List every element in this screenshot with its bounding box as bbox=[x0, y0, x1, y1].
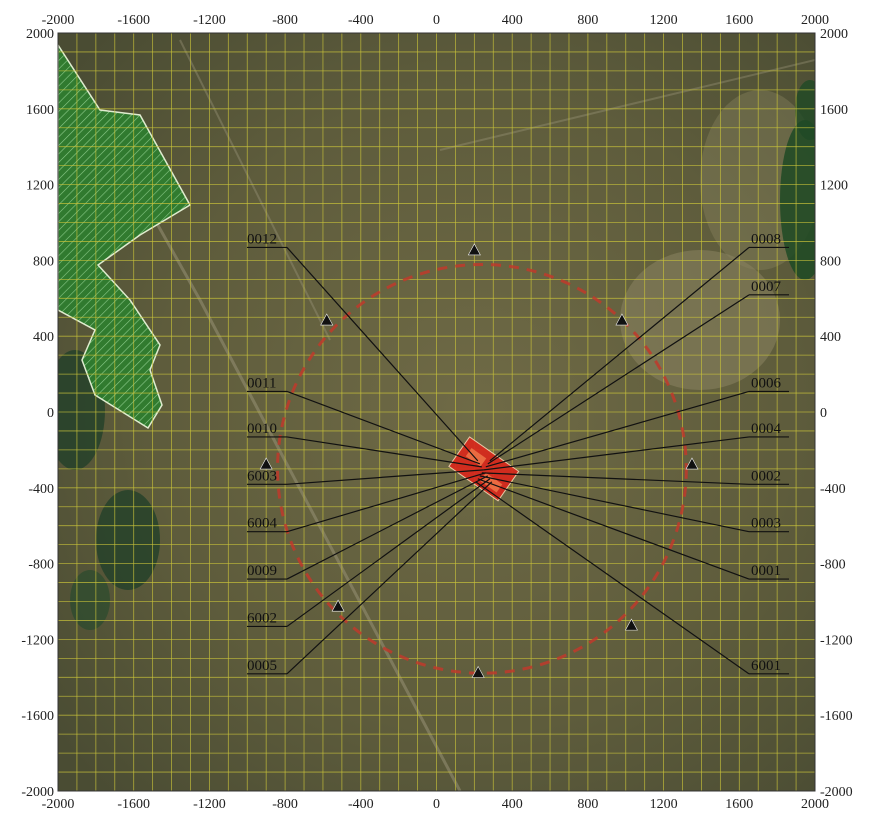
leader-line bbox=[286, 475, 489, 580]
tick-label: 800 bbox=[577, 13, 598, 28]
leader-line bbox=[487, 294, 750, 465]
x-axis-top: -2000 -1600 -1200 -800 -400 0 400 800 1200 1600 20… bbox=[42, 13, 829, 28]
leader-line bbox=[475, 481, 750, 675]
tick-label: 1200 bbox=[650, 797, 678, 812]
tick-label: 800 bbox=[577, 797, 598, 812]
leader-line bbox=[485, 390, 750, 468]
tick-label: 400 bbox=[820, 330, 841, 345]
tick-label: -1600 bbox=[117, 13, 150, 28]
grid bbox=[58, 33, 815, 791]
receptor-marker bbox=[467, 243, 481, 256]
tick-label: 0 bbox=[820, 406, 827, 421]
y-axis-right: 2000 1600 1200 800 400 0 -400 -800 -1200 -1600 -20… bbox=[820, 27, 853, 800]
tick-label: 1200 bbox=[650, 13, 678, 28]
tick-label: 1600 bbox=[725, 797, 753, 812]
source-label-0008: 0008 bbox=[751, 231, 781, 247]
protected-area bbox=[58, 43, 192, 430]
tick-label: 1200 bbox=[26, 179, 54, 194]
tick-label: 1600 bbox=[26, 103, 54, 118]
tick-label: -1200 bbox=[21, 633, 54, 648]
leader-line bbox=[286, 247, 479, 462]
receptor-marker bbox=[471, 665, 485, 678]
tick-label: 0 bbox=[433, 797, 440, 812]
tick-label: -1200 bbox=[193, 13, 226, 28]
tick-label: 400 bbox=[33, 330, 54, 345]
tick-label: -1200 bbox=[820, 633, 853, 648]
tick-label: -1600 bbox=[21, 709, 54, 724]
source-label-6004: 6004 bbox=[247, 516, 278, 532]
receptor-marker bbox=[615, 313, 629, 326]
source-label-0003: 0003 bbox=[751, 516, 781, 532]
y-axis-left: 2000 1600 1200 800 400 0 -400 -800 -1200 -1600 -20… bbox=[21, 27, 54, 800]
source-label-0004: 0004 bbox=[751, 421, 782, 437]
leader-line bbox=[286, 481, 493, 675]
tick-label: -1200 bbox=[193, 797, 226, 812]
leader-line bbox=[483, 436, 750, 471]
tick-label: 0 bbox=[47, 406, 54, 421]
leader-line bbox=[489, 246, 750, 462]
receptor-marker bbox=[624, 618, 638, 631]
tick-label: -2000 bbox=[42, 13, 75, 28]
source-labels: 0012 0011 0010 6003 6004 0009 6002 0005 0008 0007… bbox=[247, 231, 782, 673]
tick-label: -2000 bbox=[820, 785, 853, 800]
source-label-6001: 6001 bbox=[751, 658, 781, 674]
tick-label: -400 bbox=[28, 482, 54, 497]
tick-label: -400 bbox=[820, 482, 846, 497]
source-label-0012: 0012 bbox=[247, 231, 277, 247]
tick-label: -1600 bbox=[820, 709, 853, 724]
tick-label: 2000 bbox=[801, 797, 829, 812]
tick-label: 800 bbox=[33, 254, 54, 269]
tick-label: 2000 bbox=[26, 27, 54, 42]
leader-lines bbox=[247, 246, 789, 675]
leader-line bbox=[286, 390, 481, 465]
source-label-6002: 6002 bbox=[247, 610, 277, 626]
tick-label: -800 bbox=[820, 558, 846, 573]
source-label-0005: 0005 bbox=[247, 658, 277, 674]
tick-label: -2000 bbox=[42, 797, 75, 812]
receptor-marker bbox=[685, 457, 699, 470]
source-label-0007: 0007 bbox=[751, 279, 782, 295]
source-label-0010: 0010 bbox=[247, 421, 277, 437]
receptor-marker bbox=[259, 457, 273, 470]
tick-label: -400 bbox=[348, 797, 374, 812]
source-label-6003: 6003 bbox=[247, 468, 277, 484]
tick-label: 0 bbox=[433, 13, 440, 28]
leader-line bbox=[286, 436, 482, 468]
tick-label: 2000 bbox=[820, 27, 848, 42]
tick-label: 2000 bbox=[801, 13, 829, 28]
tick-label: 400 bbox=[502, 797, 523, 812]
receptor-marker bbox=[331, 599, 345, 612]
x-axis-bottom: -2000 -1600 -1200 -800 -400 0 400 800 1200 1600 20… bbox=[42, 797, 829, 812]
plot-frame bbox=[57, 32, 816, 792]
tick-label: -1600 bbox=[117, 797, 150, 812]
leader-line bbox=[477, 478, 750, 580]
tick-label: 1200 bbox=[820, 179, 848, 194]
leader-line bbox=[286, 478, 491, 627]
receptor-marker bbox=[320, 313, 334, 326]
source-label-0011: 0011 bbox=[247, 375, 276, 391]
tick-label: -400 bbox=[348, 13, 374, 28]
source-label-0002: 0002 bbox=[751, 468, 781, 484]
receptors bbox=[259, 243, 699, 678]
leader-line bbox=[286, 469, 484, 485]
tick-label: -800 bbox=[272, 797, 298, 812]
leader-line bbox=[479, 475, 750, 533]
tick-label: -800 bbox=[272, 13, 298, 28]
leader-line bbox=[286, 472, 486, 533]
source-label-0006: 0006 bbox=[751, 375, 782, 391]
tick-label: 800 bbox=[820, 254, 841, 269]
leader-line bbox=[481, 472, 750, 485]
tick-label: 1600 bbox=[820, 103, 848, 118]
source-label-0009: 0009 bbox=[247, 563, 277, 579]
tick-label: -2000 bbox=[21, 785, 54, 800]
source-label-0001: 0001 bbox=[751, 563, 781, 579]
tick-label: 400 bbox=[502, 13, 523, 28]
tick-label: -800 bbox=[28, 558, 54, 573]
tick-label: 1600 bbox=[725, 13, 753, 28]
